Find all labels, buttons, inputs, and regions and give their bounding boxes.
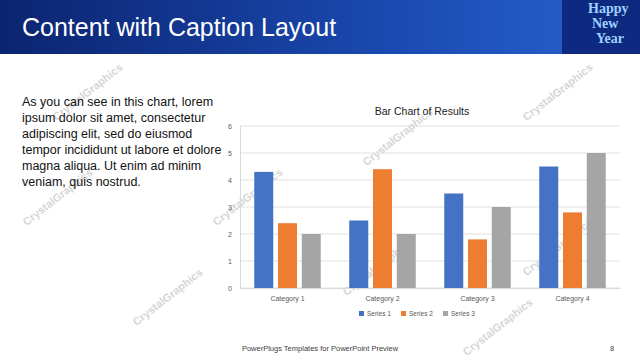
corner-art-text: New bbox=[592, 16, 619, 31]
y-tick-label: 2 bbox=[228, 231, 232, 238]
y-axis-line bbox=[240, 127, 241, 289]
legend: Series 1 Series 2 Series 3 bbox=[359, 310, 475, 317]
page-number: 8 bbox=[610, 344, 614, 353]
legend-item: Series 1 bbox=[359, 310, 391, 317]
legend-label: Series 3 bbox=[451, 310, 475, 317]
bar bbox=[349, 221, 368, 289]
corner-art-box bbox=[562, 0, 640, 54]
y-axis: 0 1 2 3 4 5 6 bbox=[228, 123, 240, 292]
header-band bbox=[0, 0, 640, 54]
y-tick: 2 bbox=[228, 231, 240, 238]
bars bbox=[254, 153, 606, 288]
series bbox=[254, 167, 558, 289]
bar bbox=[444, 194, 463, 289]
corner-art-text: Happy bbox=[588, 1, 628, 16]
bar bbox=[539, 167, 558, 289]
x-axis: Category 1 Category 2 Category 3 Category 4 bbox=[241, 288, 621, 303]
series bbox=[278, 169, 582, 288]
bar bbox=[302, 234, 321, 288]
bar bbox=[587, 153, 606, 288]
x-tick-label: Category 2 bbox=[365, 295, 399, 303]
watermark: CrystalGraphics bbox=[520, 61, 594, 123]
grid-line bbox=[240, 153, 620, 154]
watermark: CrystalGraphics bbox=[210, 166, 284, 228]
bar bbox=[468, 239, 487, 288]
x-tick-label: Category 4 bbox=[555, 295, 589, 303]
legend-label: Series 2 bbox=[409, 310, 433, 317]
footer: PowerPlugs Templates for PowerPoint Prev… bbox=[242, 344, 399, 353]
x-tick: Category 1 bbox=[270, 288, 304, 303]
legend-item: Series 3 bbox=[443, 310, 475, 317]
legend-item: Series 2 bbox=[401, 310, 433, 317]
corner-art-text: Year bbox=[596, 31, 624, 46]
y-tick-label: 3 bbox=[228, 204, 232, 211]
y-tick-label: 0 bbox=[228, 285, 232, 292]
y-tick: 4 bbox=[228, 177, 240, 184]
y-tick-label: 6 bbox=[228, 123, 232, 130]
y-tick: 1 bbox=[228, 258, 240, 265]
bar bbox=[373, 169, 392, 288]
grid bbox=[240, 126, 620, 288]
watermark: CrystalGraphics bbox=[460, 296, 534, 358]
y-tick-label: 4 bbox=[228, 177, 232, 184]
legend-swatch bbox=[359, 311, 364, 316]
chart-title: Bar Chart of Results bbox=[375, 105, 470, 117]
bar bbox=[397, 234, 416, 288]
x-tick-label: Category 3 bbox=[460, 295, 494, 303]
legend-label: Series 1 bbox=[367, 310, 391, 317]
x-axis-line bbox=[241, 288, 621, 289]
x-tick: Category 3 bbox=[460, 288, 494, 303]
y-tick: 6 bbox=[228, 123, 240, 130]
bar bbox=[254, 172, 273, 288]
y-tick: 0 bbox=[228, 285, 240, 292]
slide-title: Content with Caption Layout bbox=[22, 13, 336, 41]
watermark: CrystalGraphics bbox=[130, 266, 204, 328]
bar bbox=[563, 212, 582, 288]
background bbox=[0, 0, 640, 360]
legend-swatch bbox=[443, 311, 448, 316]
bar bbox=[492, 207, 511, 288]
bar bbox=[278, 223, 297, 288]
x-tick-label: Category 1 bbox=[270, 295, 304, 303]
y-tick: 5 bbox=[228, 150, 240, 157]
x-tick: Category 4 bbox=[555, 288, 589, 303]
grid-line bbox=[240, 207, 620, 208]
series bbox=[302, 153, 606, 288]
caption: As you can see in this chart, lorem ipsu… bbox=[22, 94, 227, 190]
y-tick: 3 bbox=[228, 204, 240, 211]
x-tick: Category 2 bbox=[365, 288, 399, 303]
grid-line bbox=[240, 180, 620, 181]
legend-swatch bbox=[401, 311, 406, 316]
grid-line bbox=[240, 126, 620, 127]
watermarks: CrystalGraphicsCrystalGraphicsCrystalGra… bbox=[20, 61, 594, 358]
y-tick-label: 1 bbox=[228, 258, 232, 265]
y-tick-label: 5 bbox=[228, 150, 232, 157]
